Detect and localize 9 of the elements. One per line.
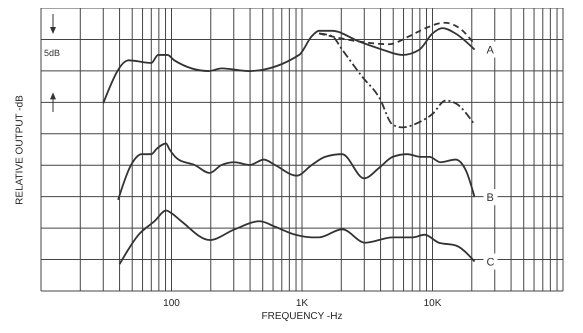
annotation: 5dB bbox=[44, 48, 60, 58]
x-tick-label: 10K bbox=[424, 298, 442, 310]
y-axis-title: RELATIVE OUTPUT -dB bbox=[14, 94, 26, 204]
series-label: C bbox=[486, 256, 495, 268]
series-label: A bbox=[486, 44, 495, 57]
x-axis-title: FREQUENCY -Hz bbox=[260, 311, 344, 322]
x-tick-label: 100 bbox=[163, 298, 180, 310]
series-label: B bbox=[486, 192, 494, 204]
x-tick-label: 1K bbox=[296, 298, 308, 310]
